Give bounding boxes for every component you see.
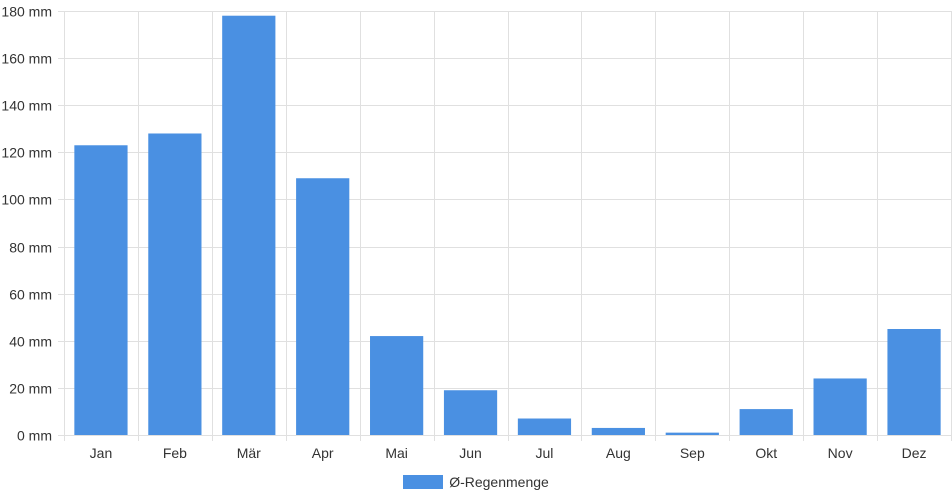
x-tick-label: Mär: [237, 445, 261, 461]
bar: [739, 409, 793, 435]
bar: [443, 390, 498, 435]
y-tick-label: 160 mm: [1, 51, 52, 67]
x-tick-label: Sep: [680, 445, 705, 461]
bar: [665, 432, 719, 435]
y-tick-label: 140 mm: [1, 98, 52, 114]
bars: [74, 15, 941, 435]
y-tick-label: 100 mm: [1, 192, 52, 208]
x-tick-label: Jun: [459, 445, 482, 461]
bar: [370, 336, 424, 435]
bar: [296, 178, 350, 435]
legend: Ø-Regenmenge: [0, 472, 952, 492]
y-tick-label: 120 mm: [1, 145, 52, 161]
legend-item[interactable]: Ø-Regenmenge: [403, 474, 549, 490]
bar: [74, 145, 128, 435]
legend-swatch: [403, 475, 444, 489]
legend-label: Ø-Regenmenge: [449, 474, 549, 490]
y-tick-label: 0 mm: [17, 428, 52, 444]
bar: [591, 427, 645, 435]
x-tick-label: Nov: [828, 445, 853, 461]
bar: [813, 378, 867, 435]
bar: [517, 418, 572, 435]
rain-bar-chart: 0 mm 20 mm 40 mm 60 mm 80 mm 100 mm 120 mm 140 …: [1, 4, 952, 462]
axes: 0 mm 20 mm 40 mm 60 mm 80 mm 100 mm 120 mm 140 …: [1, 4, 926, 462]
y-tick-label: 60 mm: [9, 287, 52, 303]
y-tick-label: 80 mm: [9, 240, 52, 256]
x-tick-label: Jul: [536, 445, 554, 461]
bar: [148, 133, 202, 435]
x-tick-label: Aug: [606, 445, 631, 461]
x-tick-label: Mai: [385, 445, 408, 461]
x-tick-label: Feb: [163, 445, 187, 461]
y-tick-label: 20 mm: [9, 381, 52, 397]
bar: [887, 329, 941, 435]
x-tick-label: Dez: [902, 445, 927, 461]
y-tick-label: 180 mm: [1, 4, 52, 20]
x-tick-label: Okt: [755, 445, 777, 461]
x-tick-label: Jan: [90, 445, 113, 461]
y-tick-label: 40 mm: [9, 334, 52, 350]
x-tick-label: Apr: [312, 445, 334, 461]
bar: [222, 15, 276, 435]
